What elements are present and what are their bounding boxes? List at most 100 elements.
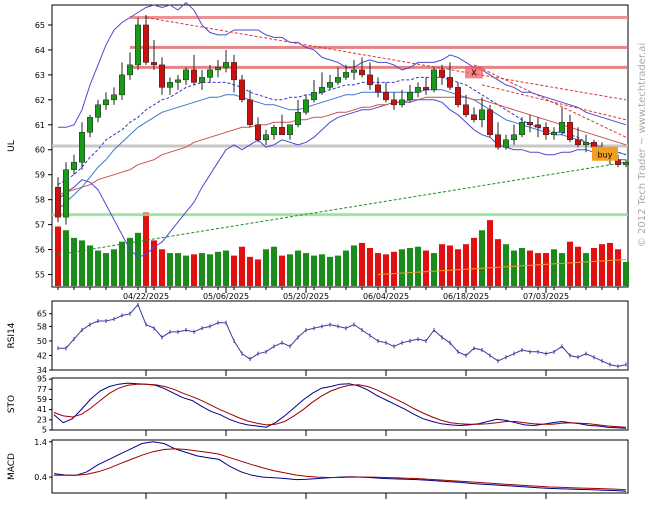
- volume-bar: [478, 230, 486, 286]
- volume-bar: [254, 259, 262, 286]
- trend-line: [145, 16, 627, 101]
- x-tick-label: 04/22/2025: [123, 292, 169, 301]
- candle-body: [559, 122, 565, 133]
- candle-body: [623, 161, 629, 165]
- volume-bar: [134, 232, 142, 286]
- candle-body: [167, 82, 173, 88]
- candle-body: [583, 142, 589, 146]
- macd-y-tick-label: 1.4: [34, 438, 47, 447]
- candle-body: [367, 74, 373, 86]
- candle-body: [255, 124, 261, 141]
- price-y-tick-label: 61: [35, 121, 45, 130]
- candle-body: [343, 72, 349, 78]
- bollinger-upper-line: [58, 1, 627, 128]
- volume-bar: [350, 245, 358, 286]
- volume-bar: [62, 230, 70, 286]
- rsi-y-tick-label: 50: [37, 337, 47, 346]
- candle-body: [311, 92, 317, 101]
- volume-bar: [534, 253, 542, 286]
- volume-bar: [390, 251, 398, 286]
- sto-d-line: [53, 383, 627, 428]
- x-tick-label: 05/06/2025: [203, 292, 249, 301]
- candle-body: [471, 114, 477, 121]
- rsi-axis-label: RSI14: [7, 322, 17, 348]
- volume-bar: [606, 242, 614, 286]
- volume-bar: [86, 245, 94, 286]
- price-y-tick-label: 62: [35, 96, 45, 105]
- candle-body: [79, 132, 85, 163]
- volume-bar: [454, 249, 462, 286]
- candle-body: [63, 169, 69, 218]
- candle-body: [175, 79, 181, 83]
- volume-bar: [566, 241, 574, 286]
- candle-body: [111, 94, 117, 101]
- candle-body: [391, 99, 397, 106]
- candle-body: [431, 69, 437, 91]
- candle-body: [327, 82, 333, 88]
- price-y-tick-label: 57: [35, 221, 45, 230]
- candle-body: [447, 77, 453, 88]
- candle-body: [231, 62, 237, 81]
- macd-signal-line: [54, 448, 627, 491]
- volume-bar: [614, 249, 622, 286]
- volume-bar: [110, 249, 118, 286]
- volume-bar: [54, 226, 62, 286]
- candle-body: [535, 124, 541, 128]
- x-tick-label: 07/03/2025: [523, 292, 569, 301]
- x-tick-label: 06/04/2025: [363, 292, 409, 301]
- candle-body: [527, 122, 533, 126]
- buy-signal-box: [592, 146, 618, 161]
- volume-bar: [334, 255, 342, 286]
- bollinger-lower-line: [57, 99, 626, 258]
- volume-bar: [582, 253, 590, 286]
- volume-bar: [366, 248, 374, 286]
- volume-bar: [518, 248, 526, 286]
- candle-body: [495, 134, 501, 148]
- volume-bar: [78, 240, 86, 286]
- volume-bar: [374, 253, 382, 286]
- candle-body: [351, 69, 357, 73]
- rsi-y-tick-label: 65: [37, 310, 47, 319]
- price-y-tick-label: 58: [35, 196, 45, 205]
- volume-bar: [494, 239, 502, 286]
- volume-bar: [358, 242, 366, 286]
- watermark: © 2012 Tech Trader ~ www.techtrader.ai: [637, 43, 648, 247]
- bollinger-mid-line: [57, 89, 627, 210]
- candle-body: [575, 139, 581, 146]
- volume-bar: [526, 250, 534, 286]
- volume-bar: [102, 253, 110, 286]
- candle-body: [151, 62, 157, 66]
- candle-body: [415, 87, 421, 93]
- rsi-y-tick-label: 58: [37, 322, 47, 331]
- volume-bar: [382, 254, 390, 286]
- x-tick-label: 06/18/2025: [443, 292, 489, 301]
- candle-body: [335, 77, 341, 83]
- support-resistance-line: [52, 144, 628, 148]
- volume-bar: [70, 237, 78, 286]
- candle-body: [295, 112, 301, 126]
- moving-average-red-line: [57, 96, 627, 196]
- volume-bar: [550, 249, 558, 286]
- candle-body: [207, 69, 213, 78]
- volume-bar: [182, 255, 190, 286]
- volume-bar: [286, 254, 294, 286]
- candle-body: [383, 92, 389, 101]
- sell-signal-box: [465, 66, 483, 79]
- volume-bar: [190, 254, 198, 286]
- candle-body: [143, 24, 149, 63]
- volume-bar: [166, 253, 174, 286]
- volume-bar: [270, 246, 278, 286]
- candle-body: [127, 64, 133, 76]
- buy-signal-label: buy: [598, 151, 613, 160]
- sto-k-line: [53, 382, 627, 429]
- panel-frame-macd: [51, 439, 629, 494]
- sto-y-tick-label: 95: [37, 375, 47, 384]
- candle-body: [423, 87, 429, 91]
- candle-body: [271, 127, 277, 136]
- macd-line: [53, 441, 627, 492]
- candle-body: [287, 124, 293, 136]
- candle-body: [479, 109, 485, 121]
- price-y-tick-label: 55: [35, 271, 45, 280]
- rsi-line: [58, 303, 627, 367]
- candle-body: [439, 69, 445, 78]
